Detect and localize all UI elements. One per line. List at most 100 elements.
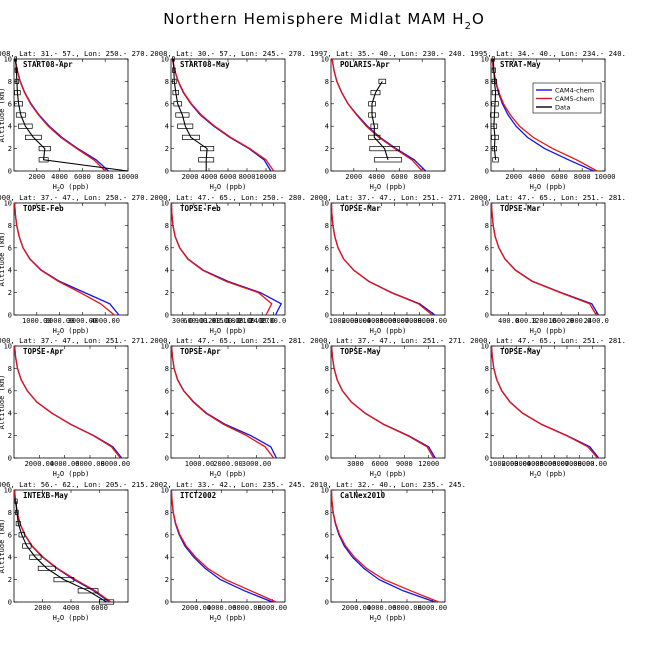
panel-campaign-name: CalNex2010	[340, 491, 386, 500]
x-tick-label: 8000.00	[101, 460, 131, 468]
y-tick-label: 2	[485, 289, 489, 297]
x-tick-label: 4000.00	[367, 604, 397, 612]
y-tick-label: 4	[325, 123, 329, 131]
series-data	[15, 501, 107, 603]
data-error-box	[491, 67, 496, 73]
data-error-box	[14, 78, 19, 84]
x-tick-label: 2000	[28, 173, 45, 181]
legend-entry: Data	[555, 103, 571, 111]
y-tick-label: 4	[165, 410, 169, 418]
x-tick-label: 2000	[345, 173, 362, 181]
y-tick-label: 6	[325, 244, 329, 252]
data-error-box	[18, 123, 33, 129]
y-tick-label: 6	[8, 100, 12, 108]
plot-frame	[490, 345, 606, 459]
legend-entry: CAM4-chem	[555, 86, 594, 94]
y-tick-label: 2	[325, 432, 329, 440]
x-axis-label: H2O (ppb)	[210, 470, 247, 480]
x-tick-label: 400.0	[498, 317, 519, 325]
y-tick-label: 8	[325, 78, 329, 86]
y-tick-label: 6	[325, 387, 329, 395]
y-tick-label: 6	[485, 244, 489, 252]
x-axis-label: H2O (ppb)	[530, 327, 567, 337]
plot-frame	[330, 202, 446, 316]
y-tick-label: 8	[165, 365, 169, 373]
x-axis-label: H2O (ppb)	[370, 183, 407, 193]
x-axis-label: H2O (ppb)	[370, 614, 407, 624]
y-axis-label: Altitude (km)	[0, 375, 6, 430]
x-tick-label: 6000	[391, 173, 408, 181]
y-tick-label: 6	[485, 100, 489, 108]
x-tick-label: 6000.00	[552, 460, 582, 468]
data-error-box	[14, 67, 18, 73]
x-tick-label: 9000	[396, 460, 413, 468]
x-tick-label: 3000.00	[242, 460, 272, 468]
data-error-box	[29, 554, 42, 560]
series-cam4-chem	[13, 489, 110, 603]
y-tick-label: 8	[485, 365, 489, 373]
y-tick-label: 4	[485, 267, 489, 275]
y-tick-label: 4	[8, 123, 12, 131]
panel-14: 2002, Lat: 33.- 42., Lon: 235.- 245. ITCT…	[150, 480, 306, 624]
y-tick-label: 8	[8, 222, 12, 230]
data-error-box	[177, 123, 194, 129]
plot-frame	[490, 202, 606, 316]
y-tick-label: 2	[8, 576, 12, 584]
panel-header: 2000, Lat: 37.- 47., Lon: 251.- 271.	[310, 336, 466, 345]
x-tick-label: 1000.00	[22, 317, 52, 325]
panel-header: 2006, Lat: 56.- 62., Lon: 205.- 215.	[0, 480, 149, 489]
x-axis-label: H2O (ppb)	[53, 183, 90, 193]
y-tick-label: 10	[4, 56, 12, 64]
series-cam5-chem	[330, 345, 435, 459]
y-tick-label: 0	[165, 599, 169, 607]
x-axis-label: H2O (ppb)	[370, 470, 407, 480]
panel-campaign-name: INTEXB-May	[23, 491, 69, 500]
data-error-box	[492, 157, 499, 163]
y-tick-label: 0	[8, 168, 12, 176]
y-tick-label: 10	[4, 487, 12, 495]
y-tick-label: 10	[321, 200, 329, 208]
x-tick-label: 2000	[34, 604, 51, 612]
y-tick-label: 2	[165, 289, 169, 297]
y-tick-label: 4	[325, 267, 329, 275]
data-error-box	[373, 157, 403, 163]
series-cam5-chem	[171, 58, 275, 172]
x-tick-label: 6000.00	[75, 460, 105, 468]
x-tick-label: 4000.00	[527, 460, 557, 468]
data-error-box	[369, 146, 400, 152]
y-tick-label: 8	[8, 78, 12, 86]
y-tick-label: 6	[165, 244, 169, 252]
y-tick-label: 4	[325, 554, 329, 562]
x-tick-label: 10000	[594, 173, 615, 181]
x-tick-label: 2000.00	[25, 460, 55, 468]
x-tick-label: 1000.00	[329, 317, 359, 325]
x-tick-label: 1600.0	[549, 317, 574, 325]
x-tick-label: 4000.00	[367, 317, 397, 325]
data-error-box	[368, 134, 381, 140]
y-tick-label: 4	[8, 267, 12, 275]
panel-header: 1997, Lat: 35.- 40., Lon: 230.- 240.	[310, 49, 466, 58]
panel-header: 2000, Lat: 37.- 47., Lon: 250.- 270.	[0, 193, 149, 202]
panel-campaign-name: TOPSE-Apr	[180, 347, 221, 356]
x-tick-label: 6000	[91, 604, 108, 612]
x-tick-label: 2000.00	[502, 460, 532, 468]
panel-6: 2000, Lat: 47.- 65., Lon: 250.- 280. TOPS…	[150, 193, 306, 337]
x-tick-label: 8000	[574, 173, 591, 181]
series-cam4-chem	[330, 202, 436, 316]
y-tick-label: 4	[165, 554, 169, 562]
data-error-box	[18, 532, 26, 538]
x-tick-label: 2000.00	[213, 460, 243, 468]
data-error-box	[14, 90, 21, 96]
panel-header: 2002, Lat: 33.- 42., Lon: 235.- 245.	[150, 480, 306, 489]
x-tick-label: 800.0	[516, 317, 537, 325]
y-tick-label: 10	[161, 56, 169, 64]
series-cam5-chem	[170, 489, 277, 603]
x-axis-label: H2O (ppb)	[53, 470, 90, 480]
y-tick-label: 2	[165, 145, 169, 153]
series-data	[492, 58, 497, 160]
plot-frame	[490, 58, 606, 172]
x-tick-label: 2000.00	[342, 604, 372, 612]
data-error-box	[172, 56, 175, 62]
panel-campaign-name: TOPSE-Mar	[500, 204, 541, 213]
